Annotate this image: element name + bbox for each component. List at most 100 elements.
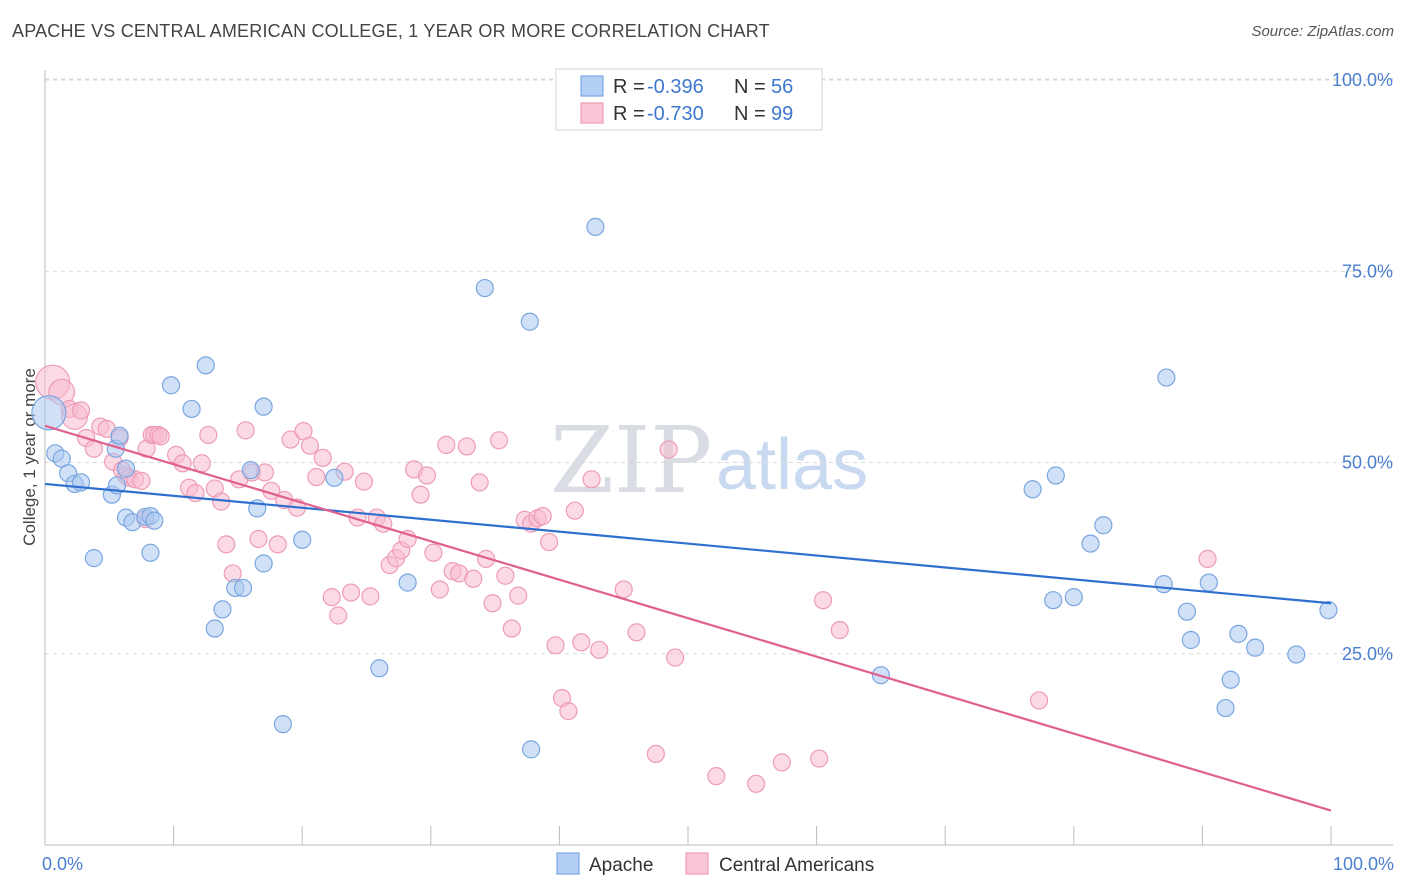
bottom-legend-label-central: Central Americans: [719, 855, 874, 876]
central-point: [329, 606, 348, 625]
gridlines: [45, 78, 1393, 655]
central-point: [236, 421, 255, 440]
apache-point: [398, 573, 417, 592]
apache-point: [182, 399, 201, 419]
apache-point: [1221, 670, 1240, 689]
central-point: [707, 767, 726, 786]
bottom-legend-swatch-apache: [556, 852, 580, 875]
legend-n-label-apache: N =: [734, 76, 766, 98]
x-tick-label-max: 100.0%: [1333, 854, 1394, 874]
central-point: [614, 580, 633, 599]
legend-n-label-central: N =: [734, 103, 766, 125]
central-point: [354, 472, 374, 491]
apache-point: [161, 376, 181, 395]
central-point: [496, 566, 515, 585]
central-point: [590, 640, 609, 660]
central-point: [411, 485, 430, 504]
apache-point: [1081, 534, 1100, 553]
central-point: [457, 437, 476, 456]
legend-r-value-apache: -0.396: [647, 76, 704, 98]
apache-point: [325, 468, 344, 487]
apache-point: [1157, 368, 1176, 387]
bottom-legend: Apache Central Americans: [556, 852, 874, 876]
central-point: [249, 529, 268, 549]
central-point: [322, 588, 341, 607]
central-point: [666, 648, 685, 667]
apache-point: [586, 217, 605, 236]
apache-point: [196, 356, 215, 375]
central-point: [464, 569, 483, 588]
apache-point: [475, 278, 494, 298]
central-point: [627, 623, 646, 642]
central-point: [533, 506, 552, 526]
central-point: [559, 702, 578, 721]
apache-point: [233, 578, 253, 598]
central-point: [192, 454, 211, 473]
apache-point: [293, 530, 312, 549]
central-point: [361, 587, 380, 606]
apache-point: [1199, 573, 1218, 592]
apache-point: [1046, 466, 1065, 485]
apache-point: [1287, 645, 1306, 664]
apache-point: [1216, 698, 1235, 718]
central-point: [313, 448, 332, 468]
apache-point: [213, 600, 232, 619]
y-tick-label-75: 75.0%: [1342, 261, 1393, 281]
central-point: [830, 620, 849, 640]
central-point: [1198, 549, 1217, 568]
central-point: [813, 591, 833, 610]
apache-point: [1094, 516, 1113, 535]
central-point: [772, 753, 791, 772]
apache-point: [370, 659, 389, 678]
central-point: [1029, 691, 1049, 710]
legend-n-value-apache: 56: [771, 76, 793, 98]
central-point: [307, 467, 326, 487]
apache-point: [241, 461, 260, 480]
apache-point: [273, 715, 293, 734]
apache-point: [31, 395, 67, 431]
bottom-legend-swatch-central: [685, 852, 709, 875]
legend-swatch-central: [580, 102, 604, 124]
central-point: [199, 425, 218, 445]
central-point: [437, 435, 456, 455]
apache-point: [110, 426, 129, 445]
central-point: [281, 430, 300, 449]
apache-point: [522, 740, 541, 759]
y-tick-label-50: 50.0%: [1342, 453, 1393, 473]
y-axis-label: College, 1 year or more: [20, 368, 39, 546]
legend-swatch-apache: [580, 75, 604, 97]
apache-point: [1319, 601, 1338, 620]
central-point: [509, 586, 528, 605]
apache-point: [1044, 591, 1063, 610]
central-point: [430, 580, 449, 599]
apache-point: [1064, 588, 1083, 607]
legend-r-value-central: -0.730: [647, 103, 704, 125]
source-label: Source: ZipAtlas.com: [1251, 23, 1394, 40]
legend-r-label-apache: R =: [613, 76, 645, 98]
central-point: [546, 636, 565, 655]
apache-point: [1023, 480, 1042, 499]
legend-box: R = -0.396 N = 56 R = -0.730 N = 99: [555, 68, 823, 131]
central-point: [424, 543, 443, 562]
central-point: [341, 583, 361, 602]
central-point: [565, 501, 584, 520]
apache-point: [1181, 630, 1200, 650]
central-point: [71, 401, 91, 420]
apache-point: [520, 312, 539, 331]
central-point: [417, 466, 437, 485]
central-point: [572, 633, 591, 652]
central-point: [659, 440, 678, 459]
apache-point: [84, 549, 103, 568]
bottom-legend-label-apache: Apache: [589, 855, 653, 876]
apache-point: [1246, 638, 1265, 657]
central-point: [502, 619, 521, 638]
apache-trend-line: [44, 482, 1332, 605]
apache-point: [1177, 602, 1197, 621]
y-tick-label-100: 100.0%: [1332, 70, 1393, 90]
apache-point: [254, 397, 273, 416]
central-point: [747, 774, 766, 793]
legend-r-label-central: R =: [613, 103, 645, 125]
apache-point: [205, 619, 224, 638]
y-tick-label-25: 25.0%: [1342, 644, 1393, 664]
apache-point: [145, 511, 164, 530]
